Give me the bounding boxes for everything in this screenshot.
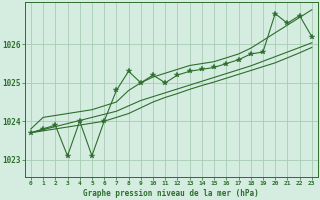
X-axis label: Graphe pression niveau de la mer (hPa): Graphe pression niveau de la mer (hPa) <box>84 189 259 198</box>
